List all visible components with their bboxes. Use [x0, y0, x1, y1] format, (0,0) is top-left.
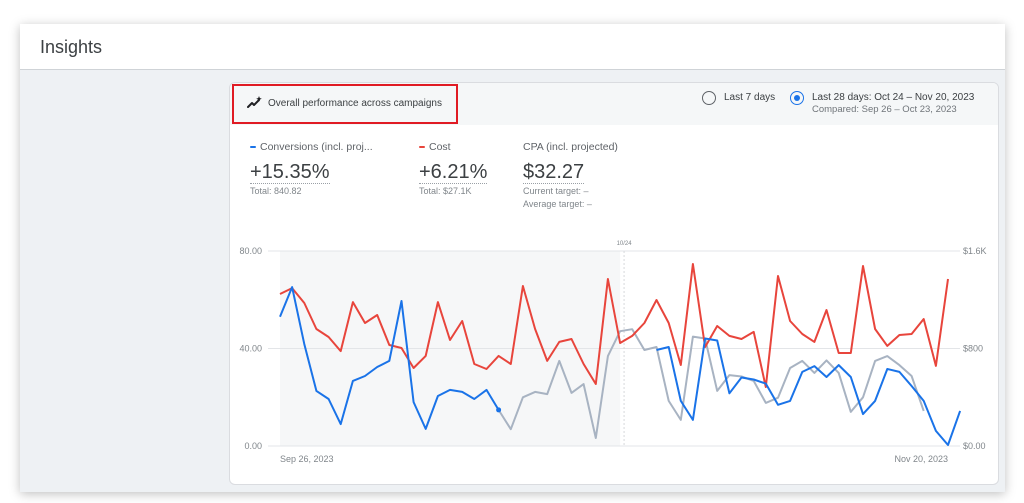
metric-current-target: Current target: – [523, 186, 589, 196]
legend-swatch-cost [419, 145, 425, 149]
cost-line [279, 263, 949, 388]
left-axis-tick: 0.00 [244, 441, 262, 451]
performance-chart[interactable]: 0.00 40.00 80.00 $0.00 $800 $1.6K 10/24 Sep 26,… [230, 233, 999, 485]
metric-label-text: CPA (incl. projected) [523, 141, 618, 153]
metric-value: +15.35% [250, 161, 330, 184]
metric-label: Conversions (incl. proj... [250, 141, 373, 153]
range-option-text: Last 28 days: Oct 24 – Nov 20, 2023 Comp… [804, 91, 974, 116]
metric-average-target: Average target: – [523, 199, 592, 209]
metric-total: Total: 840.82 [250, 186, 302, 196]
projected-conversions-line [497, 328, 925, 439]
x-end-label: Nov 20, 2023 [894, 454, 948, 464]
metric-total: Total: $27.1K [419, 186, 472, 196]
left-axis-tick: 80.00 [239, 246, 262, 256]
metric-label-text: Cost [429, 141, 451, 153]
legend-swatch-conversions [250, 145, 256, 149]
divider-label: 10/24 [617, 241, 633, 247]
trending-up-sparkle-icon [247, 96, 262, 108]
radio-last-28-days[interactable] [790, 91, 804, 105]
metric-conversions[interactable]: Conversions (incl. proj... +15.35% Total… [250, 141, 373, 197]
insights-panel: Insights Overall performance across camp… [20, 24, 1005, 492]
metric-value: +6.21% [419, 161, 488, 184]
conversions-endpoint-dot [496, 407, 502, 413]
left-axis-tick: 40.00 [239, 344, 262, 354]
right-axis-tick: $0.00 [963, 441, 986, 451]
x-start-label: Sep 26, 2023 [280, 454, 334, 464]
radio-last-7-days[interactable] [702, 91, 716, 105]
insights-header: Insights [20, 24, 1005, 70]
metric-label-text: Conversions (incl. proj... [260, 141, 373, 153]
range-compare-label: Compared: Sep 26 – Oct 23, 2023 [812, 104, 957, 115]
metric-value: $32.27 [523, 161, 585, 184]
metric-label: Cost [419, 141, 487, 153]
performance-card: Overall performance across campaigns Las… [229, 82, 999, 485]
highlight-annotation [232, 84, 458, 124]
range-option-label: Last 28 days: Oct 24 – Nov 20, 2023 [812, 92, 975, 103]
right-axis-tick: $800 [963, 344, 983, 354]
metric-cpa[interactable]: CPA (incl. projected) $32.27 Current tar… [523, 141, 618, 210]
right-axis-tick: $1.6K [963, 246, 987, 256]
card-header: Overall performance across campaigns Las… [230, 83, 998, 125]
metric-label: CPA (incl. projected) [523, 141, 618, 153]
range-option-label: Last 7 days [724, 92, 776, 103]
conversions-line [279, 286, 962, 446]
metric-cost[interactable]: Cost +6.21% Total: $27.1K [419, 141, 488, 197]
card-title: Overall performance across campaigns [268, 98, 442, 109]
range-option-last-7-days[interactable]: Last 7 days [702, 91, 775, 105]
page-title: Insights [40, 37, 103, 57]
range-option-last-28-days[interactable]: Last 28 days: Oct 24 – Nov 20, 2023 Comp… [790, 91, 974, 116]
